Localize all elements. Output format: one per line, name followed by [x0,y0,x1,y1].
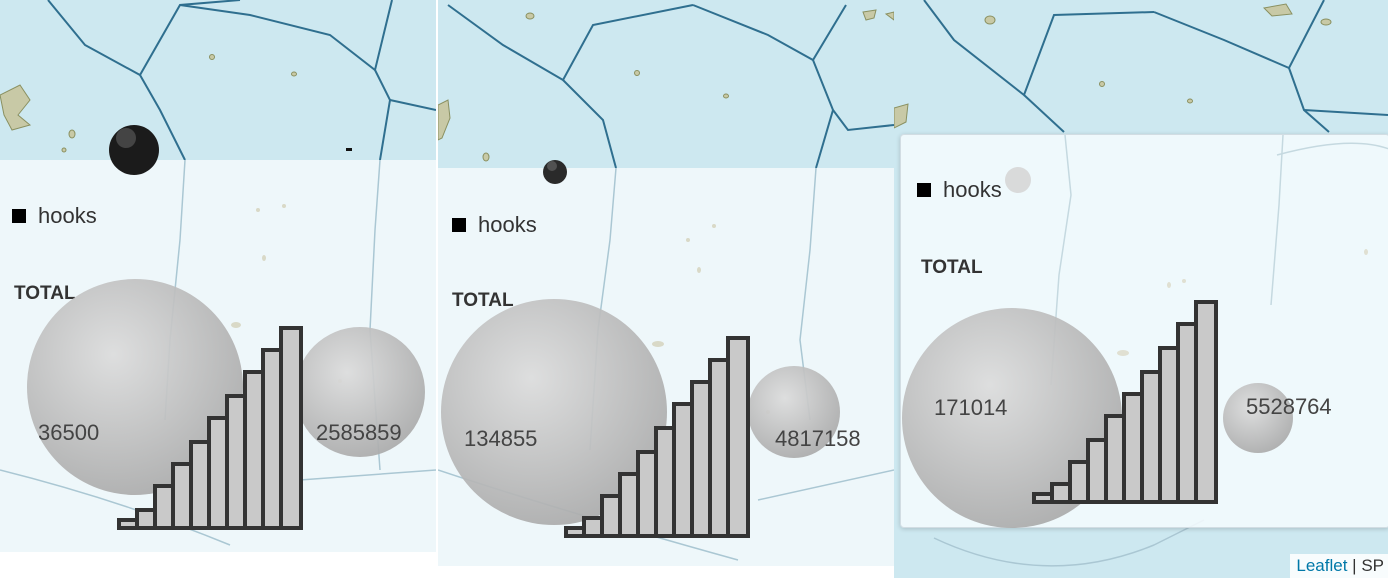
legend-small-value: 134855 [464,426,537,451]
legend-hooks: hooks [12,203,97,229]
legend-large-value: 4817158 [775,426,861,451]
legend-bubbles: 36500 2585859 [27,279,425,530]
legend-large-value: 5528764 [1246,394,1332,419]
faded-islands [652,224,770,414]
legend-bubbles: 134855 4817158 [441,299,861,538]
legend-hooks-label: hooks [478,212,537,237]
legend-hooks: hooks [917,177,1002,203]
legend-small-value: 171014 [934,395,1007,420]
attribution-separator: | [1347,556,1362,575]
legend-bar-scale [1032,300,1218,504]
legend-bubbles: 171014 5528764 [902,167,1332,528]
island-shapes [438,9,894,162]
legend-bubble-small [902,308,1122,528]
legend-total-label: TOTAL [14,283,76,304]
legend-hooks: hooks [452,212,537,238]
map-attribution: Leaflet | SP [1290,554,1388,578]
legend-large-value: 2585859 [316,420,402,445]
legend-swatch [12,209,26,223]
legend-bubble-large [295,327,425,457]
map-panel-2[interactable]: hooks TOTAL 134855 4817158 [438,0,894,566]
attribution-text: SP [1361,556,1384,575]
legend-hooks-label: hooks [943,177,1002,202]
eez-boundary-lines [447,4,894,169]
legend-bubble-small [441,299,667,525]
legend-small-value: 36500 [38,420,99,445]
eez-boundary-lines [47,0,436,161]
legend-bubble-large [748,366,840,458]
hooks-bubble-marker[interactable] [1005,167,1031,193]
map-panel-3[interactable]: hooks TOTAL 171014 5528764 Leaflet | [894,0,1388,578]
legend-bar-scale [117,326,303,530]
island-shapes [894,3,1332,129]
legend-bubble-large [1223,383,1293,453]
map-panel-1[interactable]: hooks TOTAL 36500 2585859 [0,0,436,552]
eez-boundary-lines [923,0,1388,133]
leaflet-link[interactable]: Leaflet [1296,556,1348,575]
island-shapes [0,54,297,153]
legend-swatch [917,183,931,197]
legend-swatch [452,218,466,232]
eez-boundary-faded [933,519,1205,567]
legend-total-label: TOTAL [921,257,983,278]
legend-hooks-label: hooks [38,203,97,228]
legend-bar-scale [564,336,750,538]
legend-total-label: TOTAL [452,290,514,311]
